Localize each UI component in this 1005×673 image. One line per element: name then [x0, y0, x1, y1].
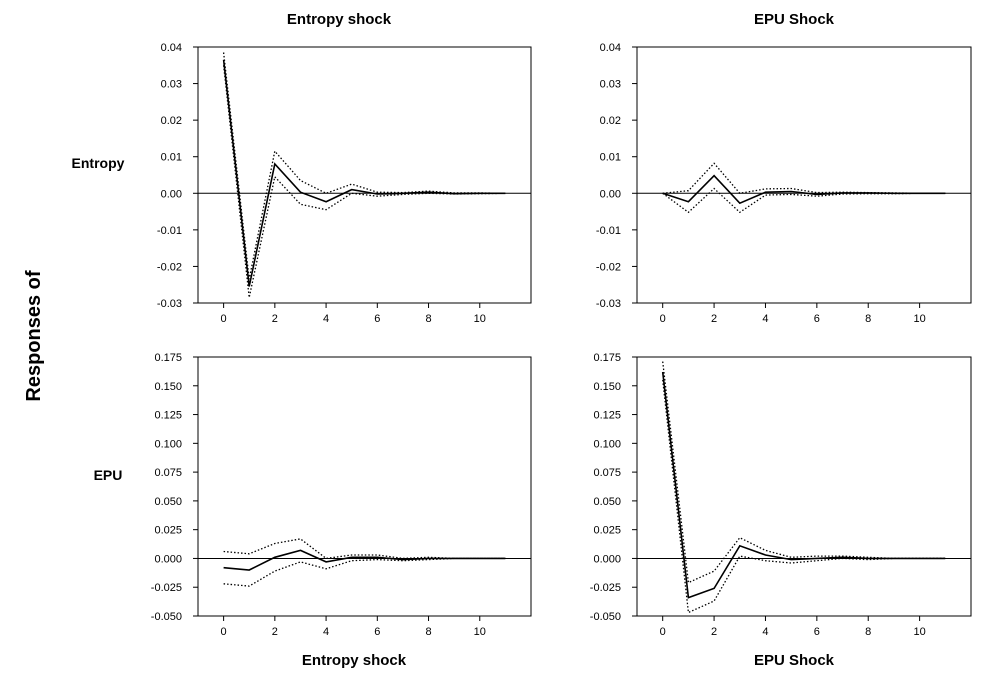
y-tick-label: 0.000	[593, 553, 621, 565]
y-tick-label: 0.150	[154, 381, 182, 393]
y-tick-label: 0.175	[593, 352, 621, 364]
y-tick-label: -0.03	[596, 298, 621, 310]
x-tick-label: 8	[865, 313, 871, 325]
column-title-entropy-shock-bottom: Entropy shock	[302, 652, 407, 669]
panel-epu-to-epu: -0.050 -0.025 0.000 0.025 0.050 0.075 0.100 0.1…	[590, 352, 972, 638]
y-tick-label: -0.02	[596, 261, 621, 273]
y-tick-label: -0.025	[590, 582, 621, 594]
y-tick-label: 0.100	[593, 438, 621, 450]
y-tick-label: -0.01	[596, 225, 621, 237]
x-tick-label: 6	[814, 313, 820, 325]
y-tick-label: 0.02	[161, 115, 182, 127]
row-label-epu: EPU	[94, 467, 123, 483]
plot-frame	[197, 46, 532, 304]
x-tick-label: 6	[374, 626, 380, 638]
y-tick-label: 0.125	[593, 410, 621, 422]
x-tick-label: 6	[814, 626, 820, 638]
y-tick-label: -0.02	[157, 261, 182, 273]
x-tick-label: 8	[865, 626, 871, 638]
panel-epu-to-entropy-shock: -0.050 -0.025 0.000 0.025 0.050 0.075 0.100 0.1…	[151, 352, 532, 638]
y-tick-label: -0.025	[151, 582, 182, 594]
x-tick-label: 0	[221, 626, 227, 638]
y-tick-label: 0.01	[600, 152, 621, 164]
y-tick-label: 0.025	[154, 525, 182, 537]
series-line-upper-band	[222, 52, 506, 280]
x-tick-label: 10	[474, 313, 486, 325]
plot-frame	[636, 46, 972, 304]
y-tick-label: 0.025	[593, 525, 621, 537]
x-tick-label: 10	[913, 626, 925, 638]
panel-entropy-to-epu-shock: -0.03 -0.02 -0.01 0.00 0.01 0.02 0.03 0.04 0 2 4 6 8…	[596, 42, 972, 325]
series-line-upper-band	[223, 538, 506, 560]
column-title-epu-shock-bottom: EPU Shock	[754, 652, 835, 669]
series-line-upper-band	[662, 361, 946, 584]
x-tick-label: 4	[323, 626, 329, 638]
y-tick-label: 0.00	[600, 188, 621, 200]
series-line-lower-band	[662, 187, 946, 214]
y-tick-label: 0.04	[600, 42, 621, 54]
x-tick-label: 8	[425, 313, 431, 325]
figure-ylabel: Responses of	[23, 270, 45, 401]
y-tick-label: -0.050	[151, 611, 182, 623]
y-tick-label: -0.01	[157, 225, 182, 237]
y-tick-label: 0.100	[154, 438, 182, 450]
series-line-upper-band	[662, 162, 946, 195]
x-tick-label: 4	[323, 313, 329, 325]
x-tick-label: 6	[374, 313, 380, 325]
y-tick-label: 0.04	[161, 42, 182, 54]
panels-group: -0.03 -0.02 -0.01 0.00 0.01 0.02 0.03 0.04 0 2 4 6 8…	[151, 42, 972, 638]
series-line-lower-band	[222, 65, 506, 298]
plot-frame	[636, 356, 972, 617]
x-tick-label: 0	[221, 313, 227, 325]
y-tick-label: 0.075	[593, 467, 621, 479]
series-line-lower-band	[223, 557, 506, 587]
y-tick-label: 0.075	[154, 467, 182, 479]
series-line-estimate	[662, 174, 946, 205]
x-tick-label: 2	[711, 313, 717, 325]
x-tick-label: 2	[272, 313, 278, 325]
y-tick-label: 0.125	[154, 410, 182, 422]
y-tick-label: 0.050	[593, 496, 621, 508]
y-tick-label: 0.03	[600, 79, 621, 91]
series-line-estimate	[661, 371, 946, 599]
x-tick-label: 8	[425, 626, 431, 638]
x-tick-label: 10	[474, 626, 486, 638]
y-tick-label: 0.03	[161, 79, 182, 91]
y-tick-label: 0.02	[600, 115, 621, 127]
plot-frame	[197, 356, 532, 617]
series-line-estimate	[222, 59, 506, 287]
y-tick-label: 0.150	[593, 381, 621, 393]
y-tick-label: 0.00	[161, 188, 182, 200]
x-tick-label: 4	[762, 626, 768, 638]
x-tick-label: 2	[711, 626, 717, 638]
panel-entropy-to-entropy: -0.03 -0.02 -0.01 0.00 0.01 0.02 0.03 0.04 0 2 4 6 8…	[157, 42, 532, 325]
row-label-entropy: Entropy	[72, 155, 125, 171]
x-tick-label: 0	[660, 626, 666, 638]
column-title-entropy-shock-top: Entropy shock	[287, 11, 392, 28]
column-title-epu-shock-top: EPU Shock	[754, 11, 835, 28]
y-tick-label: 0.050	[154, 496, 182, 508]
series-line-estimate	[223, 549, 506, 571]
y-tick-label: 0.01	[161, 152, 182, 164]
y-tick-label: 0.000	[154, 553, 182, 565]
x-tick-label: 2	[272, 626, 278, 638]
x-tick-label: 0	[660, 313, 666, 325]
y-tick-label: -0.03	[157, 298, 182, 310]
x-tick-label: 4	[762, 313, 768, 325]
y-tick-label: -0.050	[590, 611, 621, 623]
series-line-lower-band	[662, 379, 946, 614]
x-tick-label: 10	[913, 313, 925, 325]
y-tick-label: 0.175	[154, 352, 182, 364]
